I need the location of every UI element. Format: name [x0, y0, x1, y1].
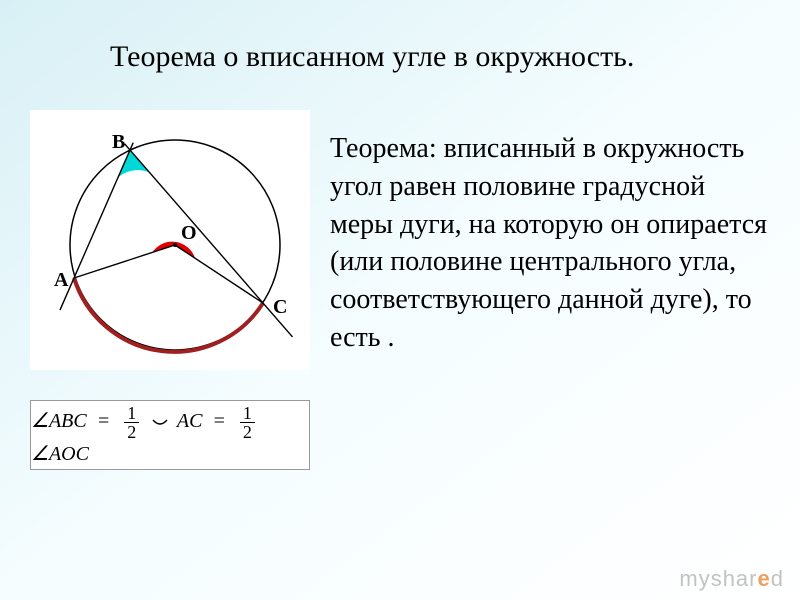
frac2-num: 1 [240, 404, 255, 423]
angle-symbol-1: ∠ [31, 410, 49, 432]
watermark: myshared [679, 566, 784, 592]
arc-symbol-icon [151, 417, 169, 429]
page-title: Теорема о вписанном угле в окружность. [110, 40, 740, 74]
angle-symbol-2: ∠ [31, 443, 49, 465]
formula-box: ∠ABC = 1 2 AC = 1 2 ∠AOC [30, 400, 310, 470]
arc-label: AC [177, 410, 203, 432]
formula-content: ∠ABC = 1 2 AC = 1 2 ∠AOC [31, 404, 309, 466]
svg-text:A: A [54, 269, 69, 291]
formula-rhs: AOC [49, 443, 89, 465]
theorem-text: Теорема: вписанный в окружность угол рав… [330, 130, 770, 357]
fraction-2: 1 2 [240, 404, 255, 441]
svg-text:B: B [112, 131, 125, 153]
frac2-den: 2 [240, 423, 255, 441]
formula-lhs: ABC [49, 410, 87, 432]
watermark-accent: e [758, 566, 771, 591]
svg-text:O: O [181, 222, 197, 244]
inscribed-angle-diagram: A B C O [30, 110, 310, 370]
watermark-part1: myshar [679, 566, 757, 591]
watermark-part2: d [771, 566, 784, 591]
geometry-svg: A B C O [30, 110, 310, 370]
svg-text:C: C [273, 296, 287, 318]
frac1-den: 2 [124, 423, 139, 441]
fraction-1: 1 2 [124, 404, 139, 441]
frac1-num: 1 [124, 404, 139, 423]
